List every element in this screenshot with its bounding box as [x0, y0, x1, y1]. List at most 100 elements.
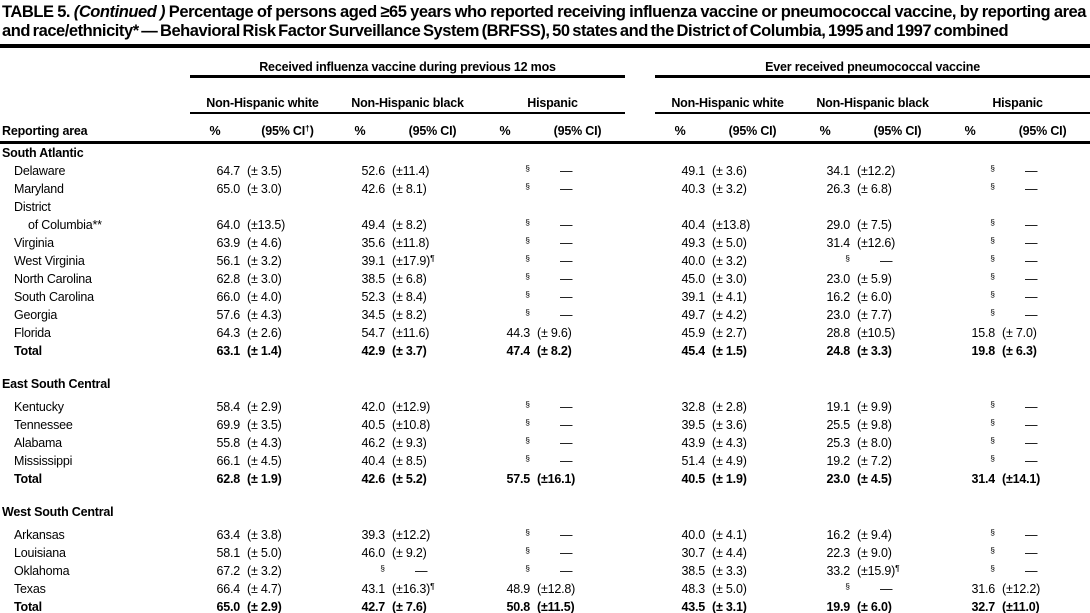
ci-cell: (± 3.2) [712, 182, 747, 196]
ci-cell: (±11.5) [537, 600, 575, 613]
ci-cell: — [560, 308, 573, 322]
reporting-area-cell: Total [14, 472, 42, 486]
ci-cell: (± 3.3) [857, 344, 892, 358]
ci-cell: (± 2.9) [247, 600, 282, 613]
ci-cell: (± 7.7) [857, 308, 892, 322]
ci-cell: (±12.2) [1002, 582, 1041, 596]
pct-cell: 66.0 [216, 290, 240, 304]
pct-cell: § [525, 545, 530, 555]
ci-cell: (± 8.2) [392, 218, 427, 232]
ci-cell: (± 1.5) [712, 344, 747, 358]
pct-cell: § [380, 563, 385, 573]
pct-cell: 51.4 [681, 454, 706, 468]
reporting-area-cell: Texas [14, 582, 46, 596]
ci-cell: (± 5.0) [712, 236, 747, 250]
table-row: Oklahoma 67.2 (± 3.2) § — § — 38.5 (± 3.3) 33.2 (±… [0, 562, 1090, 580]
ci-cell: (± 3.6) [712, 418, 747, 432]
ci-cell: — [1025, 236, 1038, 250]
ci-cell: — [1025, 164, 1038, 178]
ci-cell: (± 4.6) [247, 236, 282, 250]
pct-cell: § [990, 399, 996, 409]
reporting-area-cell: Louisiana [14, 546, 66, 560]
ci-cell: (± 3.5) [247, 418, 282, 432]
ci-cell: (± 3.0) [712, 272, 747, 286]
ci-cell: (± 3.1) [712, 600, 747, 613]
influenza-group-header: Received influenza vaccine during previo… [190, 50, 626, 78]
pct-cell: 33.2 [826, 564, 851, 578]
ci-cell: (±11.6) [392, 326, 430, 340]
ci-cell: (±15.9)¶ [857, 563, 900, 578]
reporting-area-cell: South Carolina [14, 290, 94, 304]
pct-cell: § [990, 417, 996, 427]
ci-cell: (±10.8) [392, 418, 431, 432]
pct-cell: 43.1 [361, 582, 385, 596]
pct-cell: 49.3 [681, 236, 706, 250]
pct-cell: § [990, 435, 996, 445]
ci-cell: (±13.8) [712, 218, 751, 232]
pct-cell: § [525, 453, 530, 463]
flu-black-header: Non-Hispanic black [335, 76, 480, 114]
pct-cell: 57.6 [216, 308, 240, 322]
table-row: Delaware 64.7 (± 3.5) 52.6 (±11.4) § — 49.1 (± 3… [0, 162, 1090, 180]
pct-cell: 66.1 [216, 454, 240, 468]
column-gap [625, 324, 655, 342]
pct-cell: 62.8 [216, 272, 240, 286]
pct-header: % [190, 113, 240, 144]
reporting-area-cell: Kentucky [14, 400, 64, 414]
table-row: Florida 64.3 (± 2.6) 54.7 (±11.6) 44.3 (± 9.6)… [0, 324, 1090, 342]
pct-cell: § [525, 399, 530, 409]
pct-cell: § [525, 217, 530, 227]
reporting-area-cell: of Columbia** [28, 218, 102, 232]
pneumo-black-header: Non-Hispanic black [800, 76, 946, 114]
pct-cell: 24.8 [826, 344, 851, 358]
pct-cell: § [990, 217, 996, 227]
ci-cell: — [560, 546, 573, 560]
ci-cell: — [560, 290, 573, 304]
ci-cell: (±17.9)¶ [392, 253, 435, 268]
table-row: Total 63.1 (± 1.4) 42.9 (± 3.7) 47.4 (± 8.2) 45… [0, 342, 1090, 360]
pct-cell: § [525, 527, 530, 537]
ci-cell: — [1025, 564, 1038, 578]
pct-cell: 39.1 [681, 290, 706, 304]
ci-cell: (± 9.2) [392, 546, 427, 560]
ci-cell: (± 5.0) [247, 546, 282, 560]
pct-cell: 54.7 [361, 326, 385, 340]
ci-cell: — [560, 254, 573, 268]
ci-cell: (± 4.1) [712, 290, 747, 304]
pct-cell: § [845, 581, 851, 591]
ci-cell: — [560, 400, 573, 414]
pct-cell: 42.0 [361, 400, 385, 414]
flu-hispanic-header: Hispanic [480, 76, 626, 114]
pct-cell: 45.0 [681, 272, 706, 286]
pct-cell: 50.8 [506, 600, 530, 613]
reporting-area-cell: Tennessee [14, 418, 73, 432]
ci-cell: (± 3.2) [247, 254, 282, 268]
ci-cell: (± 3.8) [247, 528, 282, 542]
pct-cell: § [990, 235, 996, 245]
pct-cell: 19.2 [826, 454, 851, 468]
ci-cell: (± 3.5) [247, 164, 282, 178]
pct-cell: 23.0 [826, 308, 851, 322]
pct-cell: 19.9 [826, 600, 851, 613]
pct-cell: 23.0 [826, 472, 851, 486]
ci-cell: (± 5.0) [712, 582, 747, 596]
column-gap [625, 180, 655, 198]
ci-cell: (±12.2) [857, 164, 896, 178]
continued-label: (Continued ) [73, 3, 166, 21]
ci-cell: — [560, 182, 573, 196]
pct-cell: 67.2 [216, 564, 240, 578]
pct-cell: 31.6 [971, 582, 996, 596]
table-row: Alabama 55.8 (± 4.3) 46.2 (± 9.3) § — 43.9 (± 4.… [0, 434, 1090, 452]
pct-cell: 43.9 [681, 436, 706, 450]
ci-cell: — [560, 272, 573, 286]
ci-cell: (±13.5) [247, 218, 286, 232]
ci-cell: (± 1.4) [247, 344, 282, 358]
column-gap [625, 162, 655, 180]
ci-cell: (± 9.8) [857, 418, 892, 432]
group-header-row: Received influenza vaccine during previo… [0, 50, 1090, 78]
pct-cell: 48.9 [506, 582, 530, 596]
header-gap [625, 77, 655, 114]
subgroup-header-row: Non-Hispanic white Non-Hispanic black Hi… [0, 76, 1090, 114]
pct-header: % [800, 113, 851, 144]
table-row: Total 65.0 (± 2.9) 42.7 (± 7.6) 50.8 (±11.5) 43… [0, 598, 1090, 613]
